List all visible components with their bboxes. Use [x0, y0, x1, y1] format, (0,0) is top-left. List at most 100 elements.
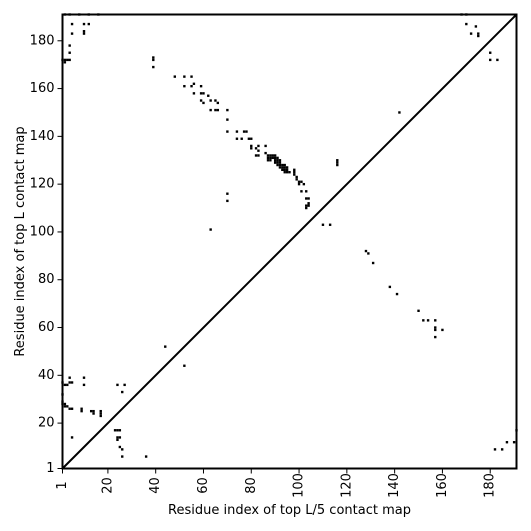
contact-point-lower — [63, 383, 67, 387]
contact-point-upper — [434, 335, 437, 339]
contact-point-upper — [395, 292, 399, 296]
contact-point-upper — [293, 171, 296, 174]
contact-point-upper — [278, 163, 282, 167]
contact-point-upper — [235, 137, 239, 140]
contact-point-lower — [512, 441, 516, 444]
contact-point-upper — [434, 326, 437, 329]
contact-point-upper — [295, 175, 298, 179]
contact-point-upper — [281, 163, 284, 167]
contact-point-upper — [283, 166, 286, 169]
contact-point-lower — [116, 383, 119, 387]
contact-point-upper — [273, 159, 277, 162]
contact-point-upper — [63, 13, 67, 16]
contact-point-upper — [364, 249, 368, 253]
contact-point-upper — [190, 75, 193, 78]
contact-point-upper — [216, 108, 220, 112]
contact-point-lower — [92, 412, 95, 415]
contact-point-upper — [371, 261, 375, 265]
contact-point-upper — [269, 159, 272, 162]
contact-point-upper — [266, 154, 270, 157]
contact-point-upper — [283, 168, 286, 172]
contact-point-upper — [276, 156, 279, 160]
contact-point-upper — [254, 147, 258, 150]
contact-point-lower — [505, 441, 509, 444]
contact-point-upper — [297, 180, 301, 183]
contact-point-upper — [288, 171, 291, 174]
contact-point-upper — [87, 13, 90, 16]
contact-point-upper — [469, 32, 473, 35]
contact-point-upper — [281, 166, 284, 169]
contact-point-upper — [336, 159, 339, 162]
contact-point-upper — [321, 223, 325, 226]
contact-point-upper — [477, 32, 480, 35]
contact-point-upper — [78, 13, 81, 16]
x-tick-label: 120 — [339, 473, 354, 498]
contact-point-upper — [192, 82, 196, 85]
diagonal-line — [61, 13, 518, 470]
x-tick-label: 160 — [435, 473, 450, 498]
contact-point-lower — [61, 402, 64, 406]
y-tick-label: 80 — [38, 272, 55, 287]
contact-point-lower — [121, 448, 124, 451]
contact-point-upper — [336, 161, 339, 164]
contact-point-upper — [300, 190, 303, 193]
contact-point-upper — [257, 144, 260, 148]
contact-point-upper — [216, 101, 220, 105]
contact-point-upper — [273, 154, 277, 157]
contact-point-upper — [66, 58, 69, 62]
contact-point-upper — [305, 206, 308, 210]
contact-point-lower — [121, 455, 124, 458]
contact-point-upper — [477, 34, 480, 38]
contact-point-upper — [305, 204, 308, 207]
contact-point-upper — [278, 166, 282, 169]
contact-point-upper — [226, 130, 229, 133]
y-tick-label: 100 — [30, 224, 55, 239]
contact-point-upper — [192, 92, 196, 95]
contact-point-lower — [515, 429, 518, 432]
x-tick-label: 1 — [55, 481, 70, 489]
contact-point-upper — [214, 99, 217, 102]
x-axis-ticks: 1 20 40 60 80 100 120 140 160 180 — [55, 468, 498, 498]
contact-point-upper — [307, 197, 310, 200]
y-tick-label: 1 — [46, 461, 54, 476]
contact-point-lower — [118, 436, 122, 439]
contact-point-lower — [99, 409, 102, 413]
contact-point-upper — [250, 147, 253, 150]
contact-point-lower — [493, 448, 497, 451]
contact-point-upper — [250, 137, 253, 140]
contact-point-lower — [61, 393, 64, 396]
contact-point-lower — [61, 381, 64, 384]
contact-point-lower — [61, 400, 64, 403]
contact-point-lower — [63, 402, 67, 406]
y-tick-label: 20 — [38, 416, 55, 431]
contact-point-upper — [300, 180, 303, 183]
x-tick-label: 80 — [244, 477, 259, 494]
contact-point-upper — [202, 92, 205, 95]
contact-point-upper — [264, 144, 267, 148]
contact-point-lower — [121, 390, 124, 394]
contact-point-upper — [245, 130, 248, 133]
y-tick-label: 60 — [38, 320, 55, 335]
contact-point-upper — [271, 156, 274, 160]
contact-point-upper — [152, 56, 155, 59]
contact-point-upper — [285, 171, 289, 174]
contact-point-upper — [307, 202, 310, 205]
contact-point-upper — [63, 58, 67, 62]
contact-point-lower — [80, 409, 83, 413]
contact-point-lower — [113, 429, 117, 432]
contact-point-lower — [68, 376, 71, 379]
contact-point-upper — [305, 190, 308, 193]
contact-point-upper — [183, 84, 186, 88]
contact-point-upper — [388, 285, 392, 289]
contact-point-upper — [209, 99, 212, 102]
contact-point-upper — [70, 22, 74, 26]
contact-point-lower — [68, 381, 71, 384]
contact-point-upper — [240, 137, 243, 140]
y-tick-label: 40 — [38, 368, 55, 383]
contact-point-lower — [116, 438, 119, 442]
contact-point-upper — [68, 51, 71, 54]
contact-point-upper — [281, 168, 284, 172]
contact-point-upper — [465, 13, 468, 16]
contact-point-lower — [70, 407, 74, 410]
